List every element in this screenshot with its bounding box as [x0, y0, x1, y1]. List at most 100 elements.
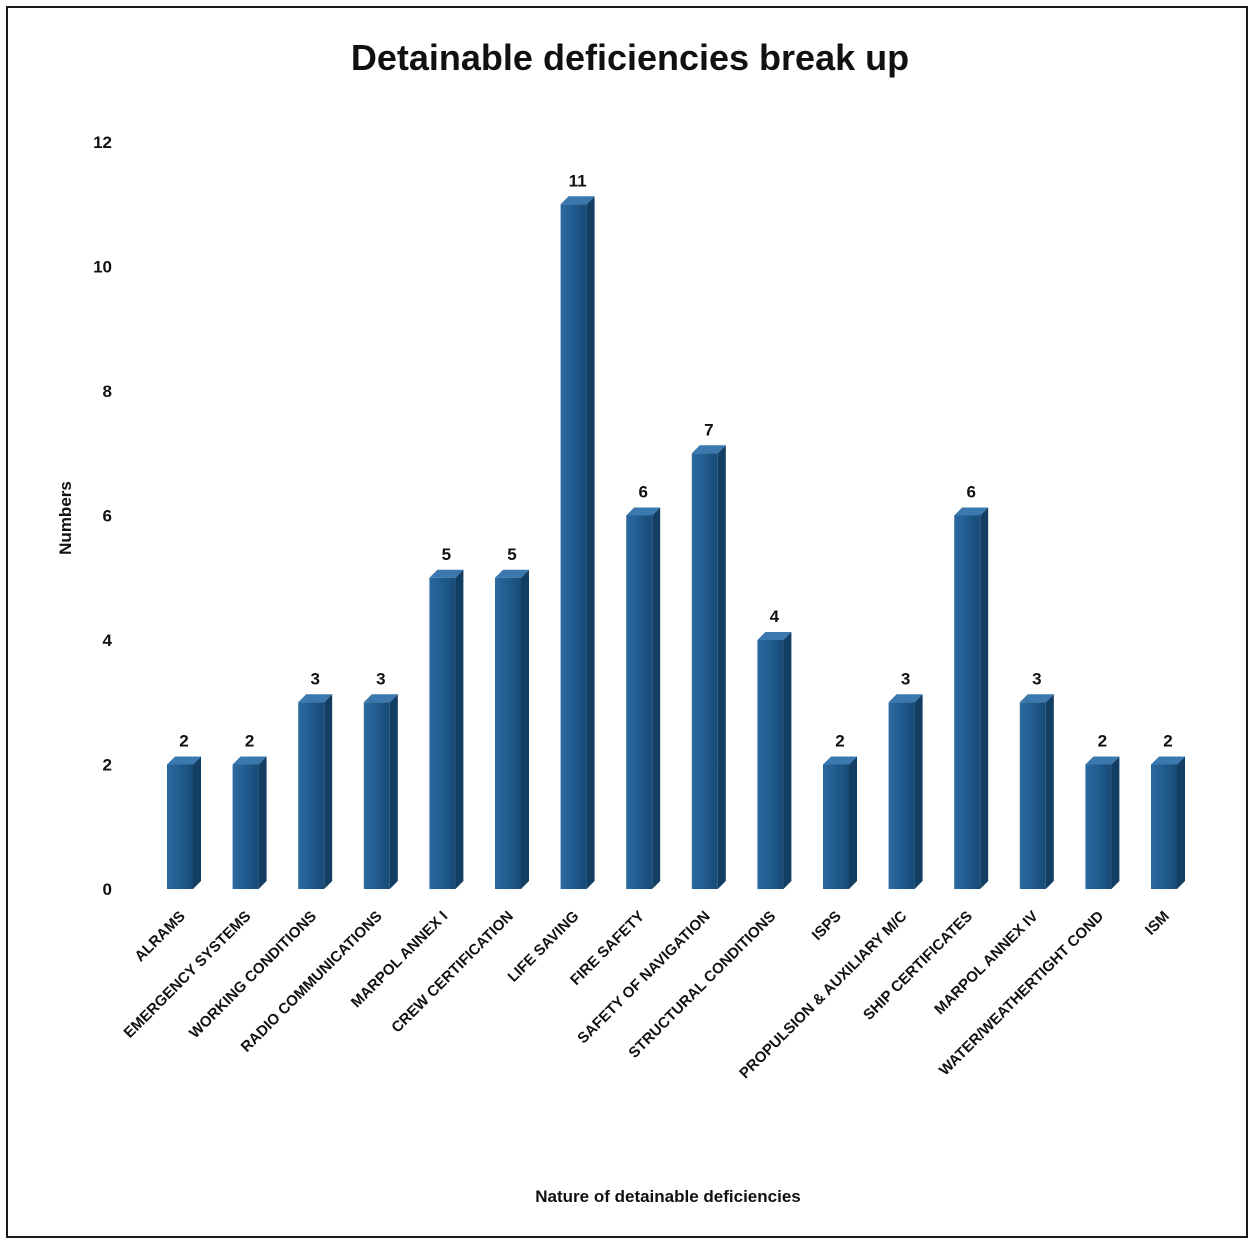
bar-top — [167, 756, 201, 765]
data-label: 11 — [569, 171, 587, 190]
x-tick-label: WORKING CONDITIONS — [186, 908, 320, 1042]
data-label: 4 — [770, 607, 780, 626]
data-label: 2 — [245, 732, 254, 751]
y-tick-label: 0 — [103, 880, 112, 899]
bar-top — [298, 694, 333, 703]
bar — [757, 632, 792, 889]
y-tick-label: 12 — [93, 133, 112, 152]
bar-side — [1111, 756, 1120, 889]
bar — [495, 569, 529, 889]
bar-top — [691, 445, 726, 454]
bar-top — [232, 756, 267, 765]
y-axis-title: Numbers — [56, 481, 75, 555]
data-label: 2 — [1098, 732, 1107, 751]
data-label: 6 — [966, 483, 975, 502]
bar-front — [888, 702, 915, 889]
x-tick-label: RADIO COMMUNICATIONS — [238, 908, 386, 1056]
bar-front — [429, 577, 456, 889]
bar — [1019, 694, 1054, 889]
data-label: 2 — [1163, 732, 1172, 751]
bar-side — [783, 632, 792, 889]
bar-front — [1019, 702, 1046, 889]
bar-top — [954, 507, 989, 516]
x-axis-title: Nature of detainable deficiencies — [535, 1187, 800, 1206]
bar-top — [560, 196, 595, 205]
data-label: 5 — [507, 545, 516, 564]
bar-side — [389, 694, 398, 889]
y-tick-label: 2 — [103, 756, 112, 775]
bar-front — [560, 204, 587, 889]
y-tick-label: 10 — [93, 258, 112, 277]
bar-top — [888, 694, 923, 703]
x-tick-label: ISPS — [809, 908, 845, 944]
bar — [1085, 756, 1120, 889]
bar — [232, 756, 267, 889]
bar-top — [495, 569, 529, 578]
bar-side — [586, 196, 595, 889]
bar-top — [1151, 756, 1185, 765]
bar — [363, 694, 398, 889]
bar-side — [1177, 756, 1185, 889]
bars-group — [167, 196, 1185, 889]
bar — [560, 196, 595, 889]
bar-side — [324, 694, 333, 889]
bar-side — [193, 756, 201, 889]
bar-top — [823, 756, 857, 765]
bar-front — [954, 515, 981, 889]
x-tick-label: CREW CERTIFICATION — [388, 908, 516, 1036]
bar-front — [691, 453, 718, 889]
data-label: 3 — [901, 669, 910, 688]
bar — [298, 694, 333, 889]
y-tick-label: 4 — [103, 631, 113, 650]
bar-top — [429, 569, 464, 578]
bar — [954, 507, 989, 889]
data-label: 2 — [835, 732, 844, 751]
bar — [1151, 756, 1185, 889]
data-label: 3 — [376, 669, 385, 688]
bar-top — [757, 632, 792, 640]
bar — [626, 507, 661, 889]
bar-side — [914, 694, 923, 889]
bar-front — [626, 515, 653, 889]
y-tick-label: 8 — [103, 382, 112, 401]
data-label: 3 — [1032, 669, 1041, 688]
bar-top — [626, 507, 661, 516]
bar-side — [652, 507, 661, 889]
bar-side — [717, 445, 726, 889]
x-tick-label: EMERGENCY SYSTEMS — [121, 908, 255, 1042]
bar-front — [495, 577, 521, 889]
bar-front — [298, 702, 325, 889]
y-axis-ticks: 0 2 4 6 8 10 12 — [93, 133, 112, 899]
data-label: 5 — [442, 545, 451, 564]
bar-front — [1151, 764, 1177, 889]
x-tick-label: SAFETY OF NAVIGATION — [574, 908, 713, 1047]
bar-front — [167, 764, 193, 889]
data-label: 7 — [704, 420, 713, 439]
bar-side — [980, 507, 989, 889]
bar-top — [363, 694, 398, 703]
bar-top — [1085, 756, 1120, 765]
x-tick-label: SHIP CERTIFICATES — [860, 908, 976, 1024]
bar-front — [757, 640, 784, 889]
bar-front — [232, 764, 259, 889]
bar-top — [1019, 694, 1054, 703]
bar-front — [823, 764, 849, 889]
bar-side — [849, 756, 857, 889]
bar — [167, 756, 201, 889]
bar-side — [1045, 694, 1054, 889]
x-tick-label: ISM — [1142, 908, 1173, 939]
bar-front — [363, 702, 390, 889]
data-label: 3 — [310, 669, 319, 688]
data-label: 6 — [638, 483, 647, 502]
bar-side — [258, 756, 267, 889]
bar-side — [521, 569, 529, 889]
bar — [691, 445, 726, 889]
bar — [888, 694, 923, 889]
bar-side — [455, 569, 464, 889]
value-labels: 2 2 3 3 5 5 11 6 7 4 2 3 6 3 2 2 — [179, 171, 1172, 750]
bar — [429, 569, 464, 889]
y-tick-label: 6 — [103, 507, 112, 526]
bar-front — [1085, 764, 1112, 889]
